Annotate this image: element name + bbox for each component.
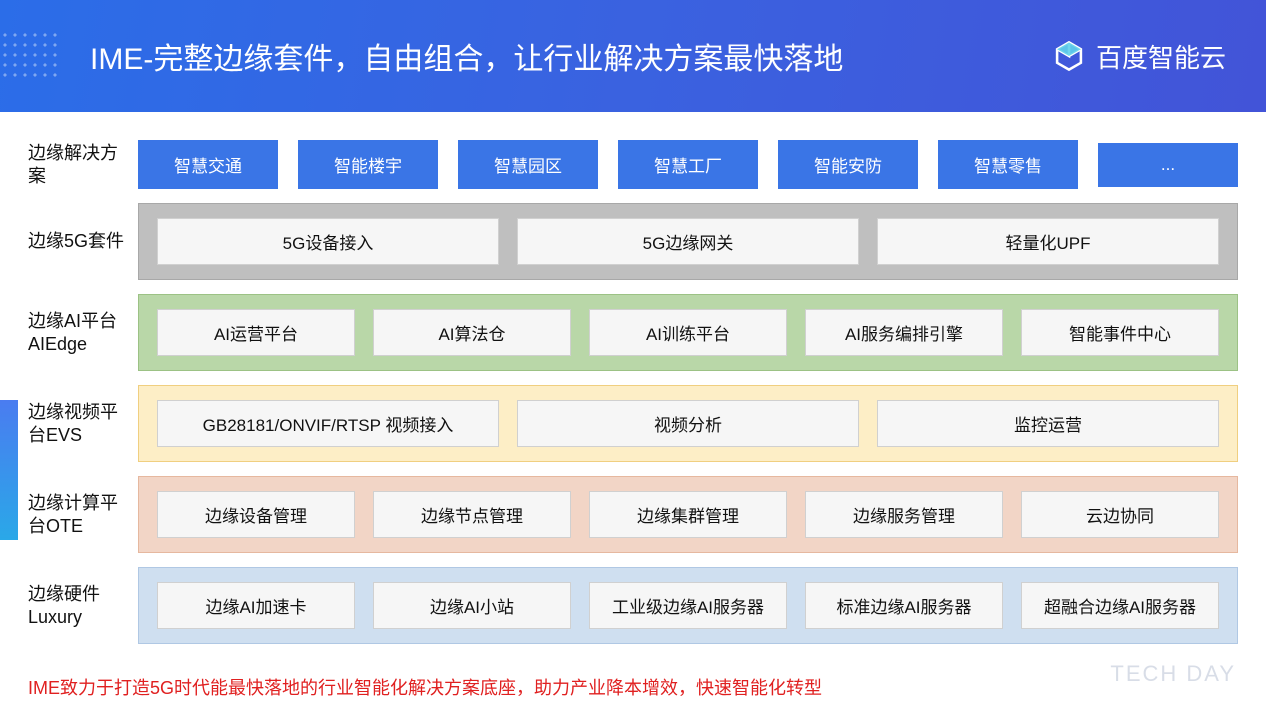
- brand-cube-icon: [1052, 39, 1086, 73]
- layer-item: 边缘AI加速卡: [157, 582, 355, 629]
- layer-label: 边缘视频平台EVS: [28, 385, 138, 462]
- brand-text: 百度智能云: [1096, 38, 1226, 75]
- layer-item: AI服务编排引擎: [805, 309, 1003, 356]
- layer-item: 智慧零售: [938, 140, 1078, 189]
- layer-item: 云边协同: [1021, 491, 1219, 538]
- layer-item: AI算法仓: [373, 309, 571, 356]
- layer-body: AI运营平台 AI算法仓 AI训练平台 AI服务编排引擎智能事件中心: [138, 294, 1238, 371]
- layer-item: 智慧交通: [138, 140, 278, 189]
- layer-body: 边缘AI加速卡边缘AI小站工业级边缘AI服务器标准边缘AI服务器超融合边缘AI服…: [138, 567, 1238, 644]
- layer-item: 边缘集群管理: [589, 491, 787, 538]
- layer-body: 智慧交通智能楼宇智慧园区智慧工厂智能安防智慧零售...: [138, 140, 1238, 189]
- side-accent: [0, 400, 18, 540]
- layer-item: 工业级边缘AI服务器: [589, 582, 787, 629]
- layer-item: 智能安防: [778, 140, 918, 189]
- layer-item: AI运营平台: [157, 309, 355, 356]
- layer-item: 边缘设备管理: [157, 491, 355, 538]
- layer-row: 边缘5G套件 5G设备接入 5G边缘网关轻量化UPF: [28, 203, 1238, 280]
- slide-header: IME-完整边缘套件，自由组合，让行业解决方案最快落地 百度智能云: [0, 0, 1266, 112]
- layer-label: 边缘解决方案: [28, 140, 138, 189]
- layer-body: 5G设备接入 5G边缘网关轻量化UPF: [138, 203, 1238, 280]
- layer-item: 智慧园区: [458, 140, 598, 189]
- layer-item: 智能事件中心: [1021, 309, 1219, 356]
- layer-item: 5G边缘网关: [517, 218, 859, 265]
- layer-item: 标准边缘AI服务器: [805, 582, 1003, 629]
- layer-item: 边缘AI小站: [373, 582, 571, 629]
- layer-row: 边缘AI平台AIEdge AI运营平台 AI算法仓 AI训练平台 AI服务编排引擎智能事…: [28, 294, 1238, 371]
- layer-body: GB28181/ONVIF/RTSP 视频接入视频分析监控运营: [138, 385, 1238, 462]
- footer-caption: IME致力于打造5G时代能最快落地的行业智能化解决方案底座，助力产业降本增效，快…: [0, 668, 1266, 700]
- slide-title: IME-完整边缘套件，自由组合，让行业解决方案最快落地: [90, 34, 1052, 78]
- layer-body: 边缘设备管理边缘节点管理边缘集群管理边缘服务管理云边协同: [138, 476, 1238, 553]
- diagram-content: 边缘解决方案智慧交通智能楼宇智慧园区智慧工厂智能安防智慧零售...边缘5G套件5…: [0, 112, 1266, 668]
- layer-label: 边缘硬件Luxury: [28, 567, 138, 644]
- layer-label: 边缘计算平台OTE: [28, 476, 138, 553]
- layer-item: ...: [1098, 143, 1238, 187]
- layer-row: 边缘硬件Luxury边缘AI加速卡边缘AI小站工业级边缘AI服务器标准边缘AI服…: [28, 567, 1238, 644]
- layer-item: GB28181/ONVIF/RTSP 视频接入: [157, 400, 499, 447]
- layer-item: 5G设备接入: [157, 218, 499, 265]
- layer-item: 视频分析: [517, 400, 859, 447]
- layer-item: 监控运营: [877, 400, 1219, 447]
- layer-row: 边缘解决方案智慧交通智能楼宇智慧园区智慧工厂智能安防智慧零售...: [28, 140, 1238, 189]
- brand: 百度智能云: [1052, 38, 1226, 75]
- layer-label: 边缘5G套件: [28, 203, 138, 280]
- layer-row: 边缘视频平台EVSGB28181/ONVIF/RTSP 视频接入视频分析监控运营: [28, 385, 1238, 462]
- layer-item: AI训练平台: [589, 309, 787, 356]
- layer-item: 超融合边缘AI服务器: [1021, 582, 1219, 629]
- layer-item: 边缘服务管理: [805, 491, 1003, 538]
- layer-item: 智慧工厂: [618, 140, 758, 189]
- layer-label: 边缘AI平台AIEdge: [28, 294, 138, 371]
- watermark: TECH DAY: [1110, 661, 1236, 687]
- layer-item: 轻量化UPF: [877, 218, 1219, 265]
- layer-item: 边缘节点管理: [373, 491, 571, 538]
- layer-item: 智能楼宇: [298, 140, 438, 189]
- layer-row: 边缘计算平台OTE边缘设备管理边缘节点管理边缘集群管理边缘服务管理云边协同: [28, 476, 1238, 553]
